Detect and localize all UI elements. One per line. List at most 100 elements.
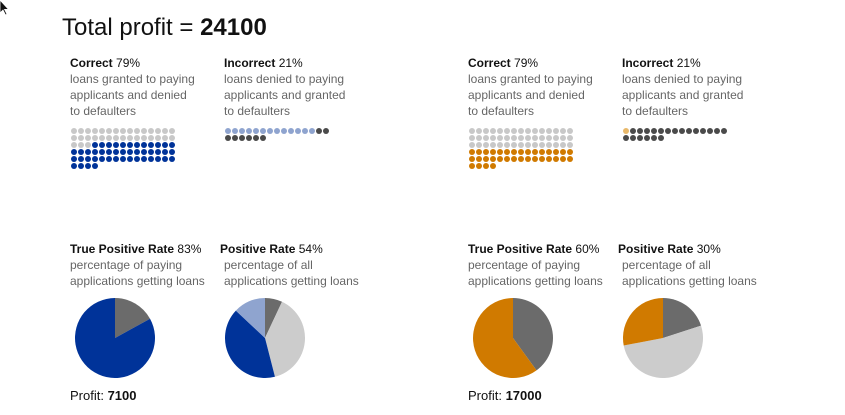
waffle-dot bbox=[78, 163, 84, 169]
waffle-dot bbox=[511, 128, 517, 134]
waffle-dot bbox=[497, 142, 503, 148]
waffle-dot bbox=[71, 135, 77, 141]
waffle-dot bbox=[686, 128, 692, 134]
waffle-dot bbox=[239, 128, 245, 134]
waffle-dot bbox=[553, 149, 559, 155]
waffle-dot bbox=[469, 149, 475, 155]
waffle-dot bbox=[134, 142, 140, 148]
waffle-dot bbox=[560, 156, 566, 162]
waffle-dot bbox=[155, 149, 161, 155]
pie-slice bbox=[235, 298, 265, 338]
waffle-dot bbox=[120, 142, 126, 148]
waffle-dot bbox=[113, 156, 119, 162]
waffle-dot bbox=[567, 149, 573, 155]
pie-slice bbox=[265, 298, 283, 338]
waffle-dot bbox=[511, 156, 517, 162]
waffle-dot bbox=[148, 149, 154, 155]
waffle-dot bbox=[106, 135, 112, 141]
waffle-dot bbox=[553, 142, 559, 148]
waffle-dot bbox=[169, 135, 175, 141]
waffle-dot bbox=[274, 128, 280, 134]
waffle-dot bbox=[162, 142, 168, 148]
correct-waffle bbox=[71, 128, 175, 169]
correct-desc: loans granted to paying applicants and d… bbox=[468, 72, 593, 118]
waffle-dot bbox=[623, 128, 629, 134]
waffle-dot bbox=[120, 128, 126, 134]
waffle-dot bbox=[504, 128, 510, 134]
waffle-dot bbox=[476, 156, 482, 162]
waffle-dot bbox=[260, 135, 266, 141]
waffle-dot bbox=[511, 142, 517, 148]
waffle-dot bbox=[497, 149, 503, 155]
waffle-dot bbox=[141, 149, 147, 155]
waffle-dot bbox=[679, 128, 685, 134]
profit-text: Profit: 17000 bbox=[468, 388, 542, 403]
waffle-dot bbox=[323, 128, 329, 134]
waffle-dot bbox=[539, 135, 545, 141]
correct-block: Correct 79% loans granted to paying appl… bbox=[70, 55, 220, 119]
waffle-dot bbox=[490, 163, 496, 169]
waffle-dot bbox=[651, 128, 657, 134]
waffle-dot bbox=[651, 135, 657, 141]
waffle-dot bbox=[707, 128, 713, 134]
waffle-dot bbox=[71, 163, 77, 169]
waffle-dot bbox=[232, 135, 238, 141]
waffle-dot bbox=[99, 135, 105, 141]
waffle-dot bbox=[260, 128, 266, 134]
correct-label: Correct bbox=[468, 56, 511, 70]
tpr-label: True Positive Rate bbox=[468, 242, 573, 256]
waffle-dot bbox=[658, 128, 664, 134]
tpr-desc: percentage of paying applications gettin… bbox=[70, 258, 205, 288]
tpr-pie-chart bbox=[75, 298, 155, 378]
tpr-desc: percentage of paying applications gettin… bbox=[468, 258, 603, 288]
waffle-dot bbox=[525, 149, 531, 155]
incorrect-label: Incorrect bbox=[224, 56, 276, 70]
waffle-dot bbox=[532, 128, 538, 134]
waffle-dot bbox=[120, 156, 126, 162]
waffle-dot bbox=[141, 135, 147, 141]
waffle-dot bbox=[476, 142, 482, 148]
waffle-dot bbox=[85, 128, 91, 134]
incorrect-pct: 21% bbox=[676, 56, 701, 70]
waffle-dot bbox=[539, 149, 545, 155]
waffle-dot bbox=[246, 128, 252, 134]
panel-blue: Correct 79% loans granted to paying appl… bbox=[70, 0, 460, 415]
panel-orange: Correct 79% loans granted to paying appl… bbox=[468, 0, 845, 415]
waffle-dot bbox=[316, 128, 322, 134]
waffle-dot bbox=[148, 156, 154, 162]
waffle-dot bbox=[127, 128, 133, 134]
waffle-dot bbox=[134, 149, 140, 155]
waffle-dot bbox=[630, 135, 636, 141]
waffle-dot bbox=[148, 128, 154, 134]
waffle-dot bbox=[483, 156, 489, 162]
waffle-dot bbox=[546, 156, 552, 162]
waffle-dot bbox=[532, 135, 538, 141]
waffle-dot bbox=[567, 135, 573, 141]
waffle-dot bbox=[267, 128, 273, 134]
waffle-dot bbox=[476, 128, 482, 134]
waffle-dot bbox=[483, 163, 489, 169]
tpr-block: True Positive Rate 83% percentage of pay… bbox=[70, 241, 220, 289]
total-profit-value: 24100 bbox=[200, 14, 267, 41]
waffle-dot bbox=[469, 163, 475, 169]
pie-slice bbox=[225, 310, 275, 378]
waffle-dot bbox=[302, 128, 308, 134]
waffle-dot bbox=[141, 156, 147, 162]
waffle-dot bbox=[106, 156, 112, 162]
waffle-dot bbox=[78, 156, 84, 162]
waffle-dot bbox=[246, 135, 252, 141]
waffle-dot bbox=[162, 149, 168, 155]
waffle-dot bbox=[490, 149, 496, 155]
incorrect-label: Incorrect bbox=[622, 56, 674, 70]
waffle-dot bbox=[532, 142, 538, 148]
waffle-dot bbox=[532, 149, 538, 155]
waffle-dot bbox=[623, 135, 629, 141]
waffle-dot bbox=[92, 142, 98, 148]
waffle-dot bbox=[92, 156, 98, 162]
waffle-dot bbox=[225, 128, 231, 134]
waffle-dot bbox=[469, 128, 475, 134]
waffle-dot bbox=[232, 128, 238, 134]
tpr-block: True Positive Rate 60% percentage of pay… bbox=[468, 241, 618, 289]
incorrect-block: Incorrect 21% loans denied to paying app… bbox=[622, 55, 772, 119]
waffle-dot bbox=[155, 156, 161, 162]
